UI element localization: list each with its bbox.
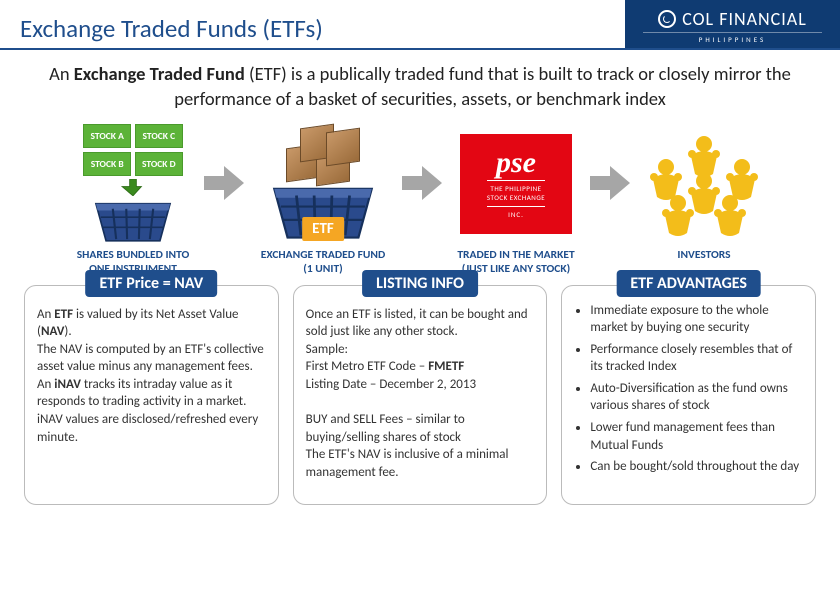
- page-title: Exchange Traded Funds (ETFs): [0, 3, 323, 48]
- stock-chip: STOCK B: [83, 152, 131, 176]
- brand-block: COL FINANCIAL PHILIPPINES: [625, 0, 840, 48]
- info-box-nav: ETF Price = NAV An ETF is valued by its …: [24, 285, 279, 505]
- info-body: An ETF is valued by its Net Asset Value …: [37, 306, 266, 446]
- brand-sub: PHILIPPINES: [643, 32, 822, 44]
- flow-arrow-icon: [204, 166, 244, 200]
- advantage-item: Immediate exposure to the whole market b…: [590, 302, 803, 337]
- flow-step-market: pse THE PHILIPPINESTOCK EXCHANGE INC. TR…: [446, 124, 586, 277]
- advantage-item: Auto-Diversification as the fund owns va…: [590, 380, 803, 415]
- down-arrow-icon: [120, 179, 146, 196]
- info-boxes-row: ETF Price = NAV An ETF is valued by its …: [0, 279, 840, 515]
- flow-diagram: STOCK A STOCK C STOCK B STOCK D SHARES B…: [0, 118, 840, 279]
- advantage-item: Performance closely resembles that of it…: [590, 341, 803, 376]
- flow-step-bundle: STOCK A STOCK C STOCK B STOCK D SHARES B…: [66, 124, 200, 277]
- brand-logo-icon: [658, 10, 676, 28]
- flow-step-investors: INVESTORS: [634, 124, 774, 262]
- stock-chip: STOCK D: [135, 152, 183, 176]
- info-box-listing: LISTING INFO Once an ETF is listed, it c…: [293, 285, 548, 505]
- intro-text: An Exchange Traded Fund (ETF) is a publi…: [0, 50, 840, 118]
- advantage-item: Can be bought/sold throughout the day: [590, 458, 803, 476]
- stock-chip: STOCK C: [135, 124, 183, 148]
- investors-icon: [639, 129, 769, 239]
- advantage-item: Lower fund management fees than Mutual F…: [590, 419, 803, 454]
- info-body: Immediate exposure to the whole market b…: [574, 302, 803, 476]
- info-body: Once an ETF is listed, it can be bought …: [306, 306, 535, 481]
- etf-badge: ETF: [302, 217, 344, 241]
- brand-main: COL FINANCIAL: [643, 8, 822, 30]
- stock-grid: STOCK A STOCK C STOCK B STOCK D: [83, 124, 182, 176]
- pse-logo-block: pse THE PHILIPPINESTOCK EXCHANGE INC.: [460, 134, 572, 234]
- info-tab: ETF ADVANTAGES: [616, 270, 761, 297]
- info-box-advantages: ETF ADVANTAGES Immediate exposure to the…: [561, 285, 816, 505]
- flow-arrow-icon: [402, 166, 442, 200]
- stock-chip: STOCK A: [83, 124, 131, 148]
- basket-icon: [85, 197, 181, 244]
- cargo-boxes-icon: [268, 126, 378, 186]
- info-tab: LISTING INFO: [362, 270, 478, 297]
- flow-arrow-icon: [590, 166, 630, 200]
- info-tab: ETF Price = NAV: [86, 270, 218, 297]
- pse-logo-text: pse: [496, 149, 536, 176]
- header: Exchange Traded Funds (ETFs) COL FINANCI…: [0, 0, 840, 50]
- flow-step-etf: ETF EXCHANGE TRADED FUND(1 UNIT): [248, 124, 398, 277]
